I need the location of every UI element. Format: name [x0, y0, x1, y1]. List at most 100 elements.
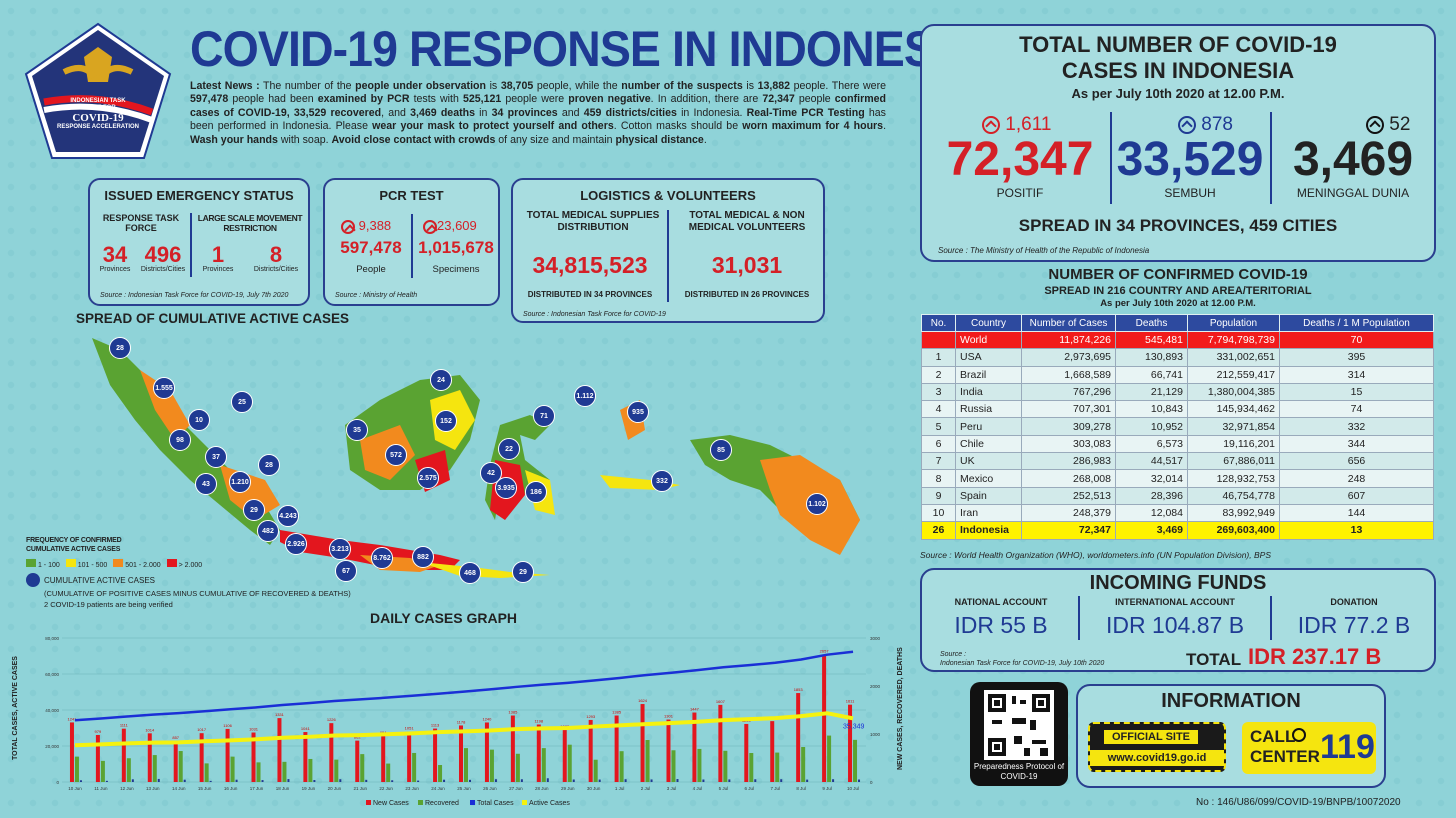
supplies-distributed: DISTRIBUTED IN 34 PROVINCES — [527, 290, 653, 299]
map-pin: 29 — [512, 561, 534, 583]
y2-tick-label: 1000 — [870, 732, 881, 737]
recovered-bar — [515, 753, 520, 782]
totals-title-1: TOTAL NUMBER OF COVID-19 — [1019, 32, 1337, 57]
pcr-source: Source : Ministry of Health — [335, 292, 418, 299]
call-center-button[interactable]: CALL CENTER 119 — [1242, 722, 1376, 774]
official-site-label: OFFICIAL SITE — [1104, 730, 1199, 744]
legend-label: > 2.000 — [178, 562, 203, 569]
x-tick-label: 3 Jul — [667, 786, 677, 791]
total-cases-line — [74, 650, 854, 722]
new-cases-bar — [407, 731, 412, 782]
table-cell: 21,129 — [1115, 382, 1188, 402]
table-cell: 1,380,004,385 — [1187, 382, 1280, 402]
x-tick-label: 26 Jun — [483, 786, 497, 791]
deaths-bar — [754, 779, 757, 782]
official-site-url[interactable]: www.covid19.go.id — [1090, 750, 1224, 766]
table-cell: UK — [955, 452, 1022, 471]
x-tick-label: 18 Jun — [276, 786, 290, 791]
x-tick-label: 25 Jun — [457, 786, 471, 791]
chart-title: DAILY CASES GRAPH — [370, 610, 518, 626]
table-cell: 395 — [1279, 348, 1434, 367]
new-cases-label: 1226 — [327, 717, 337, 722]
table-cell: 269,603,400 — [1187, 521, 1280, 540]
table-cell: India — [955, 382, 1022, 402]
positive-value: 72,347 — [946, 133, 1094, 186]
deaths-bar — [598, 779, 601, 782]
table-cell: 286,983 — [1021, 452, 1116, 471]
news-label: Latest News : — [190, 80, 260, 92]
legend-label: Total Cases — [477, 800, 514, 807]
districts-value: 496 — [144, 242, 182, 267]
new-cases-bar — [614, 715, 619, 782]
active-cases-last-label: 35,349 — [843, 723, 865, 730]
table-cell: Mexico — [955, 469, 1022, 488]
map-pin: 85 — [710, 439, 732, 461]
legend-label: Recovered — [425, 800, 459, 807]
logo-line: FORCE FOR — [80, 105, 116, 111]
x-tick-label: 14 Jun — [172, 786, 186, 791]
x-tick-label: 23 Jun — [405, 786, 419, 791]
logo-text: INDONESIAN TASK FORCE FOR COVID-19 RESPO… — [50, 98, 146, 131]
table-cell: 545,481 — [1115, 330, 1188, 350]
new-cases-bar — [666, 719, 671, 782]
deaths-bar — [313, 780, 316, 782]
legend-swatch — [522, 800, 527, 805]
x-tick-label: 20 Jun — [328, 786, 342, 791]
table-cell: 8 — [921, 469, 956, 488]
funds-title: INCOMING FUNDS — [1089, 572, 1267, 594]
legend-item: 501 - 2.000 — [113, 559, 161, 569]
col-cases: Number of Cases — [1021, 314, 1116, 332]
col-country: Country — [955, 314, 1022, 332]
new-cases-bar — [173, 740, 178, 782]
national-label: NATIONAL ACCOUNT — [954, 597, 1048, 607]
col-population: Population — [1187, 314, 1280, 332]
legend-item: 101 - 500 — [65, 559, 107, 569]
x-tick-label: 10 Jul — [847, 786, 859, 791]
recovered-bar — [749, 753, 754, 782]
deaths-bar — [546, 778, 549, 782]
pcr-test-panel: PCR TEST 9,388 23,609 597,478 1,015,678 … — [323, 178, 500, 306]
table-cell: 66,741 — [1115, 365, 1188, 384]
recovered-bar — [360, 754, 365, 782]
y-tick-label: 60,000 — [45, 672, 59, 677]
new-cases-label: 1240 — [482, 716, 492, 721]
legend-swatch — [65, 559, 76, 567]
deaths-bar — [832, 779, 835, 782]
funds-total-label: TOTAL — [1186, 650, 1242, 669]
totals-panel: TOTAL NUMBER OF COVID-19 CASES IN INDONE… — [920, 24, 1436, 262]
emergency-status-panel: ISSUED EMERGENCY STATUS RESPONSE TASK FO… — [88, 178, 310, 306]
col-deaths-per-million: Deaths / 1 M Population — [1279, 314, 1434, 332]
news-body: The number of the people under observati… — [190, 80, 887, 146]
pcr-specimen-inc-value: 23,609 — [437, 218, 477, 233]
table-cell: 1,668,589 — [1021, 365, 1116, 384]
recovered-bar — [256, 762, 261, 782]
deaths-bar — [520, 779, 523, 782]
legend-swatch — [470, 800, 475, 805]
new-cases-bar — [588, 719, 593, 782]
recovered-bar — [489, 749, 494, 782]
x-tick-label: 6 Jul — [745, 786, 755, 791]
x-tick-label: 2 Jul — [641, 786, 651, 791]
x-tick-label: 19 Jun — [302, 786, 316, 791]
qr-panel[interactable]: Preparedness Protocol of COVID-19 — [970, 682, 1068, 786]
x-tick-label: 22 Jun — [379, 786, 393, 791]
table-header-row: No. Country Number of Cases Deaths Popul… — [921, 314, 1434, 332]
funds-panel: INCOMING FUNDS NATIONAL ACCOUNT IDR 55 B… — [920, 568, 1436, 672]
map-pin: 332 — [651, 470, 673, 492]
legend-label: New Cases — [373, 800, 409, 807]
recovered-increase: 878 — [1178, 114, 1233, 136]
new-cases-label: 1031 — [249, 727, 259, 732]
table-row: 4 Russia 707,301 10,843 145,934,462 74 — [921, 400, 1434, 419]
emergency-source: Source : Indonesian Task Force for COVID… — [100, 292, 289, 299]
x-tick-label: 24 Jun — [431, 786, 445, 791]
deaths-bar — [728, 779, 731, 782]
phone-icon — [1292, 728, 1306, 742]
legend-swatch — [166, 559, 177, 567]
table-cell: 10,952 — [1115, 417, 1188, 436]
circle-legend-icon — [26, 573, 40, 587]
new-cases-bar — [562, 730, 567, 782]
recovered-bar — [671, 750, 676, 782]
totals-source: Source : The Ministry of Health of the R… — [938, 246, 1150, 255]
official-site-button[interactable]: OFFICIAL SITE www.covid19.go.id — [1088, 722, 1226, 772]
x-tick-label: 15 Jun — [198, 786, 212, 791]
